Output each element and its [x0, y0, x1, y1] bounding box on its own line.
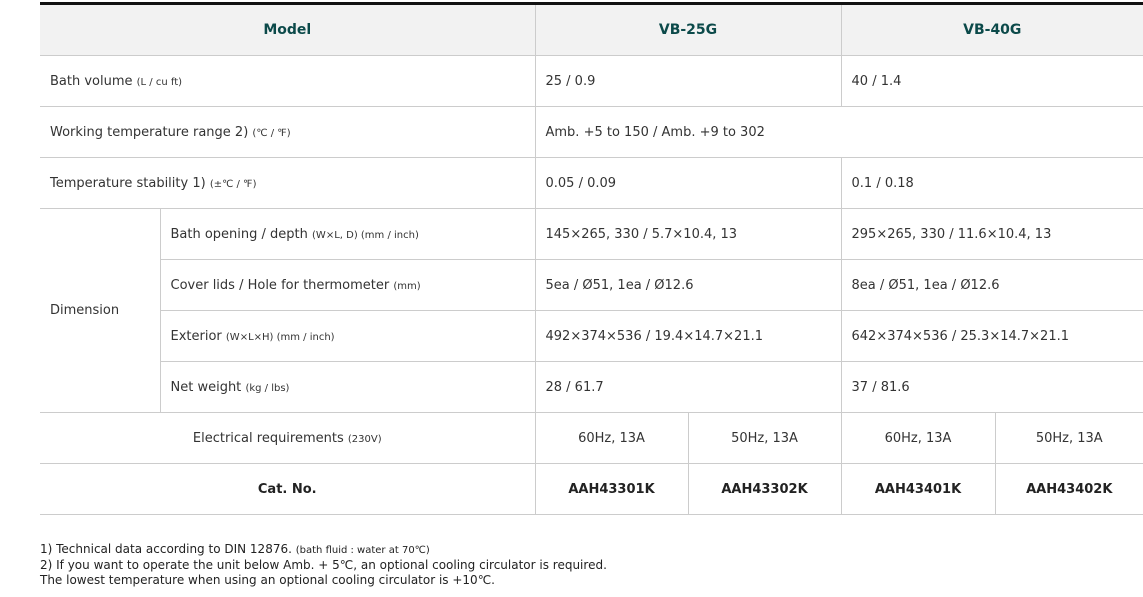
- cell: 37 / 81.6: [840, 361, 1143, 413]
- row-label: Cat. No.: [40, 463, 535, 515]
- vb25-header: VB-25G: [534, 3, 842, 56]
- table-row: Electrical requirements (230V) 60Hz, 13A…: [40, 412, 1143, 464]
- row-label: Cover lids / Hole for thermometer (mm): [159, 259, 535, 311]
- table-row: Bath volume (L / cu ft) 25 / 0.9 40 / 1.…: [40, 55, 1143, 107]
- cell: 25 / 0.9: [534, 55, 842, 107]
- cell: AAH43302K: [687, 463, 842, 515]
- table-row: Temperature stability 1) (±℃ / ℉) 0.05 /…: [40, 157, 1143, 209]
- dimension-label: Dimension: [40, 208, 160, 413]
- cell: 0.05 / 0.09: [534, 157, 842, 209]
- row-label: Electrical requirements (230V): [40, 412, 535, 464]
- spec-table: Model VB-25G VB-40G Bath volume (L / cu …: [40, 2, 1143, 515]
- cell: 50Hz, 13A: [994, 412, 1143, 464]
- cell: 60Hz, 13A: [840, 412, 996, 464]
- footnotes: 1) Technical data according to DIN 12876…: [40, 542, 607, 588]
- cell: 8ea / Ø51, 1ea / Ø12.6: [840, 259, 1143, 311]
- table-row: Net weight (kg / lbs) 28 / 61.7 37 / 81.…: [40, 361, 1143, 413]
- row-label: Temperature stability 1) (±℃ / ℉): [40, 157, 535, 209]
- cell: 28 / 61.7: [534, 361, 842, 413]
- row-label: Bath volume (L / cu ft): [40, 55, 535, 107]
- row-label: Bath opening / depth (W×L, D) (mm / inch…: [159, 208, 535, 260]
- table-row: Cat. No. AAH43301K AAH43302K AAH43401K A…: [40, 463, 1143, 515]
- table-row: Cover lids / Hole for thermometer (mm) 5…: [40, 259, 1143, 311]
- cell: 492×374×536 / 19.4×14.7×21.1: [534, 310, 842, 362]
- cell: 5ea / Ø51, 1ea / Ø12.6: [534, 259, 842, 311]
- cell: AAH43401K: [840, 463, 996, 515]
- cell: 0.1 / 0.18: [840, 157, 1143, 209]
- vb40-header: VB-40G: [840, 3, 1143, 56]
- cell: 642×374×536 / 25.3×14.7×21.1: [840, 310, 1143, 362]
- row-label: Net weight (kg / lbs): [159, 361, 535, 413]
- footnote: 2) If you want to operate the unit below…: [40, 558, 607, 572]
- row-label: Exterior (W×L×H) (mm / inch): [159, 310, 535, 362]
- cell: AAH43402K: [994, 463, 1143, 515]
- cell: Amb. +5 to 150 / Amb. +9 to 302: [534, 106, 1143, 158]
- row-label: Working temperature range 2) (℃ / ℉): [40, 106, 535, 158]
- footnote: 1) Technical data according to DIN 12876…: [40, 542, 430, 556]
- table-row: Dimension Bath opening / depth (W×L, D) …: [40, 208, 1143, 413]
- table-row: Working temperature range 2) (℃ / ℉) Amb…: [40, 106, 1143, 158]
- cell: AAH43301K: [534, 463, 688, 515]
- cell: 50Hz, 13A: [687, 412, 842, 464]
- cell: 145×265, 330 / 5.7×10.4, 13: [534, 208, 842, 260]
- cell: 295×265, 330 / 11.6×10.4, 13: [840, 208, 1143, 260]
- model-header: Model: [40, 3, 535, 56]
- table-row: Exterior (W×L×H) (mm / inch) 492×374×536…: [40, 310, 1143, 362]
- cell: 40 / 1.4: [840, 55, 1143, 107]
- header-row: Model VB-25G VB-40G: [40, 3, 1143, 56]
- cell: 60Hz, 13A: [534, 412, 688, 464]
- footnote: The lowest temperature when using an opt…: [40, 573, 495, 587]
